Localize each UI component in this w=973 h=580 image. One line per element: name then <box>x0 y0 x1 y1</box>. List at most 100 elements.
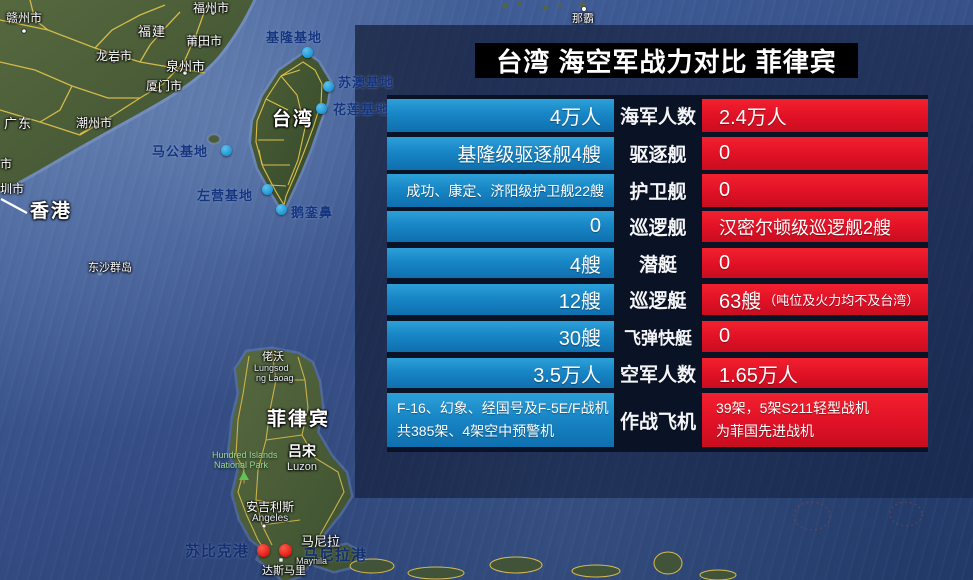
hongkong-leader-line <box>0 198 28 214</box>
label-subic-port: 苏比克港 <box>185 543 250 560</box>
category-label: 巡逻艇 <box>629 291 687 312</box>
category-label: 护卫舰 <box>629 182 687 203</box>
title-bar: 台湾 海空军战力对比 菲律宾 <box>475 43 858 78</box>
ryukyu-islets <box>502 2 587 12</box>
label-lungsod: Lungsod <box>254 363 289 373</box>
table-row: 基隆级驱逐舰4艘 驱逐舰 0 <box>387 137 928 170</box>
philippines-value: 39架，5架S211轻型战机 为菲国先进战机 <box>702 393 928 447</box>
table-row: 4万人 海军人数 2.4万人 <box>387 99 928 132</box>
category-label: 驱逐舰 <box>629 145 687 166</box>
page-title: 台湾 海空军战力对比 菲律宾 <box>496 47 837 77</box>
magong-base-marker <box>221 145 232 156</box>
label-ganzhou: 赣州市 <box>6 11 43 25</box>
label-manila: 马尼拉 <box>301 534 341 549</box>
label-chaozhou: 潮州市 <box>76 116 113 130</box>
taiwan-value: 0 <box>387 211 614 242</box>
label-quanzhou: 泉州市 <box>166 59 206 74</box>
label-dasmarinas: 达斯马里 <box>262 565 306 577</box>
philippines-value: 0 <box>702 137 928 170</box>
philippines-value: 63艘 （吨位及火力均不及台湾） <box>702 284 928 315</box>
table-row: 4艘 潜艇 0 <box>387 248 928 278</box>
label-angeles-cn: 安吉利斯 <box>246 500 295 514</box>
philippines-value: 0 <box>702 174 928 207</box>
label-xiamen: 厦门市 <box>146 79 183 93</box>
philippines-value-line2: 为菲国先进战机 <box>716 423 814 439</box>
label-naha: 那霸 <box>572 13 594 25</box>
table-row: 0 巡逻舰 汉密尔顿级巡逻舰2艘 <box>387 211 928 242</box>
subic-port-marker <box>257 544 270 557</box>
visayas-islets <box>349 551 737 580</box>
label-fujian: 福建 <box>138 24 167 39</box>
comparison-table: 4万人 海军人数 2.4万人 基隆级驱逐舰4艘 驱逐舰 0 成功、康定、济阳级护… <box>387 95 928 452</box>
label-national-park: National Park <box>214 460 269 470</box>
philippines-value-note: （吨位及火力均不及台湾） <box>763 293 920 308</box>
park-tree-icon <box>239 471 249 484</box>
city-markers <box>21 10 216 130</box>
penghu-islet <box>207 133 221 145</box>
taiwan-value: 基隆级驱逐舰4艘 <box>387 137 614 170</box>
label-manila-port: 马尼拉港 <box>303 547 368 564</box>
dongsha-islet <box>97 270 103 276</box>
philippines-value: 0 <box>702 248 928 278</box>
eluanbi-marker <box>276 204 287 215</box>
table-row: 12艘 巡逻艇 63艘 （吨位及火力均不及台湾） <box>387 284 928 315</box>
taiwan-value: 12艘 <box>387 284 614 315</box>
taiwan-value: 30艘 <box>387 321 614 352</box>
label-partial-city: 市 <box>0 157 13 171</box>
manila-city-marker <box>278 557 284 563</box>
table-row: 成功、康定、济阳级护卫舰22艘 护卫舰 0 <box>387 174 928 207</box>
label-partial-shenzhen: 圳市 <box>0 182 25 196</box>
label-putian: 莆田市 <box>186 34 223 48</box>
taiwan-value-line2: 共385架、4架空中预警机 <box>397 423 555 439</box>
label-suao-base: 苏澳基地 <box>338 75 395 90</box>
taiwan-value: 4艘 <box>387 248 614 278</box>
label-fuzhou: 福州市 <box>193 1 230 15</box>
category-label: 飞弹快艇 <box>624 329 692 348</box>
label-hundred-islands: Hundred Islands <box>212 450 278 460</box>
label-angeles-en: Angeles <box>252 513 289 524</box>
naha-city-marker <box>581 6 587 12</box>
taiwan-value-line1: F-16、幻象、经国号及F-5E/F战机 <box>397 399 609 416</box>
label-longyan: 龙岩市 <box>96 49 133 63</box>
table-row: 3.5万人 空军人数 1.65万人 <box>387 358 928 388</box>
category-label: 巡逻舰 <box>629 218 687 239</box>
taiwan-value: 4万人 <box>387 99 614 132</box>
zuoying-base-marker <box>262 184 273 195</box>
label-luzon: Luzon <box>287 461 317 473</box>
jilong-base-marker <box>302 47 313 58</box>
manila-port-marker <box>279 544 292 557</box>
label-magong-base: 马公基地 <box>152 144 209 159</box>
label-laowo: 佬沃 <box>262 351 284 363</box>
philippines-value-main: 63艘 <box>719 291 762 313</box>
taiwan-value: 成功、康定、济阳级护卫舰22艘 <box>387 174 614 207</box>
label-jilong-base: 基隆基地 <box>266 30 323 45</box>
label-dongsha: 东沙群岛 <box>88 262 132 274</box>
taiwan-roads <box>255 61 323 207</box>
table-row: F-16、幻象、经国号及F-5E/F战机 共385架、4架空中预警机 作战飞机 … <box>387 393 928 447</box>
luzon-roads <box>235 351 345 556</box>
angeles-city-marker <box>261 523 267 529</box>
taiwan-value: F-16、幻象、经国号及F-5E/F战机 共385架、4架空中预警机 <box>387 393 614 447</box>
label-lvsong: 吕宋 <box>288 443 316 459</box>
philippines-value: 1.65万人 <box>702 358 928 388</box>
label-maynila: Maynila <box>296 556 328 566</box>
label-ng-laoag: ng Laoag <box>256 373 294 383</box>
label-eluanbi: 鹅銮鼻 <box>291 205 334 220</box>
philippines-value-line1: 39架，5架S211轻型战机 <box>716 399 870 416</box>
category-label: 海军人数 <box>619 107 696 128</box>
suao-base-marker <box>323 81 334 92</box>
label-hongkong: 香港 <box>30 201 73 222</box>
label-hualian-base: 花莲基地 <box>333 102 390 117</box>
philippines-value: 2.4万人 <box>702 99 928 132</box>
philippines-value: 汉密尔顿级巡逻舰2艘 <box>702 211 928 242</box>
table-row: 30艘 飞弹快艇 0 <box>387 321 928 352</box>
china-landmass <box>0 0 257 195</box>
taiwan-island <box>207 49 333 217</box>
label-taiwan: 台湾 <box>272 109 315 130</box>
category-label: 作战飞机 <box>619 411 696 433</box>
category-label: 空军人数 <box>619 364 696 386</box>
philippines-value: 0 <box>702 321 928 352</box>
taiwan-value: 3.5万人 <box>387 358 614 388</box>
